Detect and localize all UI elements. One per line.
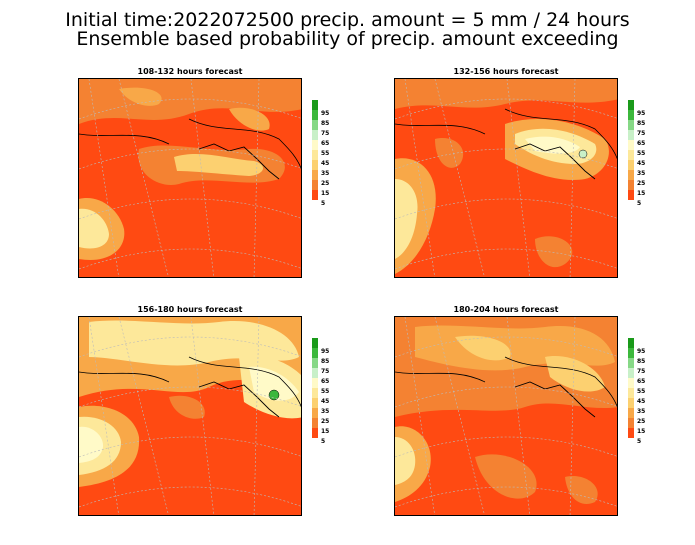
colorbar-label: 5 <box>321 200 326 207</box>
colorbar-label: 75 <box>637 368 646 375</box>
panel-4-map <box>394 316 618 516</box>
colorbar-label: 45 <box>321 398 330 405</box>
colorbar-label: 25 <box>321 180 330 187</box>
colorbar-label: 15 <box>321 428 330 435</box>
panel-2-map <box>394 78 618 278</box>
colorbar-label: 5 <box>321 438 326 445</box>
colorbar-label: 35 <box>637 170 646 177</box>
colorbar-label: 45 <box>637 398 646 405</box>
colorbar-label: 35 <box>321 408 330 415</box>
main-title-line2: Ensemble based probability of precip. am… <box>76 28 619 50</box>
colorbar-label: 65 <box>321 378 330 385</box>
colorbar-label: 85 <box>321 120 330 127</box>
colorbar-label: 45 <box>321 160 330 167</box>
colorbar-label: 95 <box>637 348 646 355</box>
panel-3-map <box>78 316 302 516</box>
colorbar-label: 5 <box>637 438 642 445</box>
panel-4-title: 180-204 hours forecast <box>453 305 559 314</box>
colorbar-label: 25 <box>637 418 646 425</box>
colorbar-label: 15 <box>321 190 330 197</box>
colorbar-label: 45 <box>637 160 646 167</box>
colorbar-label: 55 <box>321 150 330 157</box>
colorbar-label: 25 <box>321 418 330 425</box>
colorbar-label: 65 <box>637 378 646 385</box>
colorbar-label: 95 <box>321 110 330 117</box>
main-title-line1: Initial time:2022072500 precip. amount =… <box>65 9 630 31</box>
panel-1-title: 108-132 hours forecast <box>137 67 243 76</box>
colorbar-label: 75 <box>321 130 330 137</box>
colorbar-label: 5 <box>637 200 642 207</box>
colorbar-label: 85 <box>637 120 646 127</box>
colorbar-label: 65 <box>637 140 646 147</box>
colorbar-label: 35 <box>637 408 646 415</box>
colorbar-label: 95 <box>637 110 646 117</box>
panel-1-map <box>78 78 302 278</box>
panel-2-title: 132-156 hours forecast <box>453 67 559 76</box>
colorbar-label: 75 <box>321 368 330 375</box>
colorbar-label: 95 <box>321 348 330 355</box>
colorbar-label: 55 <box>321 388 330 395</box>
panel-3-title: 156-180 hours forecast <box>137 305 243 314</box>
colorbar-label: 15 <box>637 428 646 435</box>
colorbar-label: 55 <box>637 388 646 395</box>
colorbar-label: 75 <box>637 130 646 137</box>
colorbar-label: 85 <box>321 358 330 365</box>
colorbar-label: 55 <box>637 150 646 157</box>
colorbar-label: 15 <box>637 190 646 197</box>
colorbar-label: 65 <box>321 140 330 147</box>
colorbar-label: 35 <box>321 170 330 177</box>
colorbar-label: 85 <box>637 358 646 365</box>
colorbar-label: 25 <box>637 180 646 187</box>
